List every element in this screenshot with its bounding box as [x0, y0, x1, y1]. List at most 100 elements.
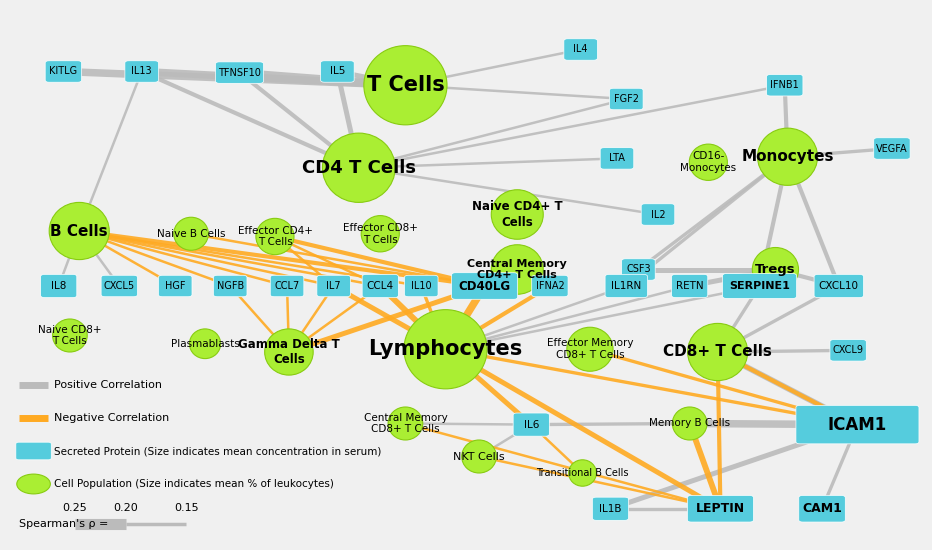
FancyBboxPatch shape: [622, 259, 655, 280]
FancyBboxPatch shape: [722, 273, 797, 299]
Text: HGF: HGF: [165, 281, 185, 291]
Text: NKT Cells: NKT Cells: [453, 452, 505, 461]
FancyBboxPatch shape: [672, 274, 707, 298]
Circle shape: [17, 474, 50, 494]
Text: Plasmablasts: Plasmablasts: [171, 339, 240, 349]
Text: LTA: LTA: [609, 153, 625, 163]
Text: Cell Population (Size indicates mean % of leukocytes): Cell Population (Size indicates mean % o…: [54, 479, 334, 489]
FancyBboxPatch shape: [830, 340, 867, 361]
Text: CAM1: CAM1: [802, 502, 842, 515]
Text: Gamma Delta T
Cells: Gamma Delta T Cells: [238, 338, 340, 366]
Text: Spearman's ρ =: Spearman's ρ =: [19, 519, 108, 529]
FancyBboxPatch shape: [363, 274, 398, 298]
Ellipse shape: [362, 216, 399, 252]
FancyBboxPatch shape: [317, 276, 350, 296]
Text: 0.25: 0.25: [62, 503, 87, 513]
Text: SERPINE1: SERPINE1: [729, 281, 790, 291]
Ellipse shape: [363, 46, 447, 125]
FancyBboxPatch shape: [404, 276, 438, 296]
FancyBboxPatch shape: [766, 75, 803, 96]
Text: RETN: RETN: [676, 281, 704, 291]
Ellipse shape: [752, 248, 799, 292]
Text: CCL4: CCL4: [366, 281, 394, 291]
Text: B Cells: B Cells: [50, 223, 108, 239]
Text: Effector Memory
CD8+ T Cells: Effector Memory CD8+ T Cells: [547, 338, 633, 360]
Text: Effector CD4+
T Cells: Effector CD4+ T Cells: [238, 226, 312, 248]
Text: IL10: IL10: [411, 281, 432, 291]
FancyBboxPatch shape: [125, 61, 158, 82]
Ellipse shape: [52, 319, 88, 352]
FancyBboxPatch shape: [215, 62, 264, 83]
Text: Tregs: Tregs: [755, 263, 796, 276]
Text: 0.20: 0.20: [114, 503, 138, 513]
Ellipse shape: [688, 323, 747, 381]
Text: FGF2: FGF2: [614, 94, 638, 104]
Text: IL13: IL13: [131, 67, 152, 76]
Text: Positive Correlation: Positive Correlation: [54, 380, 162, 390]
Text: Lymphocytes: Lymphocytes: [368, 339, 523, 359]
Ellipse shape: [404, 310, 487, 389]
Ellipse shape: [49, 202, 109, 260]
Text: CD4 T Cells: CD4 T Cells: [302, 159, 416, 177]
Text: Memory B Cells: Memory B Cells: [649, 419, 731, 428]
Text: TFNSF10: TFNSF10: [218, 68, 261, 78]
Text: Negative Correlation: Negative Correlation: [54, 413, 170, 423]
FancyBboxPatch shape: [641, 204, 675, 225]
Text: IFNA2: IFNA2: [536, 281, 564, 291]
Text: IFNB1: IFNB1: [771, 80, 799, 90]
Ellipse shape: [265, 329, 313, 375]
Text: IL6: IL6: [524, 420, 539, 430]
Text: IL2: IL2: [651, 210, 665, 219]
Text: Monocytes: Monocytes: [741, 149, 834, 164]
Ellipse shape: [690, 144, 727, 180]
FancyBboxPatch shape: [605, 274, 648, 298]
Text: IL4: IL4: [573, 45, 588, 54]
FancyBboxPatch shape: [452, 273, 517, 299]
FancyBboxPatch shape: [270, 276, 304, 296]
Ellipse shape: [189, 329, 221, 359]
FancyBboxPatch shape: [321, 61, 354, 82]
FancyBboxPatch shape: [45, 61, 82, 82]
FancyBboxPatch shape: [564, 39, 597, 60]
FancyBboxPatch shape: [688, 496, 753, 522]
Text: Effector CD8+
T Cells: Effector CD8+ T Cells: [343, 223, 418, 245]
Ellipse shape: [567, 327, 613, 371]
Ellipse shape: [491, 245, 543, 294]
FancyBboxPatch shape: [593, 497, 628, 520]
Text: CD40LG: CD40LG: [459, 279, 511, 293]
Text: CXCL5: CXCL5: [103, 281, 135, 291]
Text: Transitional B Cells: Transitional B Cells: [536, 468, 629, 478]
FancyBboxPatch shape: [814, 274, 864, 298]
FancyBboxPatch shape: [874, 138, 910, 159]
FancyBboxPatch shape: [213, 276, 247, 296]
FancyBboxPatch shape: [158, 276, 192, 296]
FancyBboxPatch shape: [600, 148, 634, 169]
Text: CSF3: CSF3: [626, 265, 651, 274]
Ellipse shape: [672, 407, 707, 440]
Ellipse shape: [256, 218, 294, 255]
Text: Naive B Cells: Naive B Cells: [157, 229, 226, 239]
Text: NGFB: NGFB: [216, 281, 244, 291]
FancyBboxPatch shape: [41, 274, 76, 298]
Ellipse shape: [569, 460, 596, 486]
FancyBboxPatch shape: [799, 496, 845, 522]
Text: KITLG: KITLG: [49, 67, 77, 76]
Text: Naive CD8+
T Cells: Naive CD8+ T Cells: [38, 324, 102, 346]
Ellipse shape: [491, 190, 543, 239]
Text: ICAM1: ICAM1: [828, 416, 887, 433]
FancyBboxPatch shape: [101, 276, 138, 296]
Text: Naive CD4+ T
Cells: Naive CD4+ T Cells: [472, 201, 563, 228]
FancyBboxPatch shape: [514, 413, 549, 436]
Text: VEGFA: VEGFA: [876, 144, 908, 153]
Text: IL5: IL5: [330, 67, 345, 76]
Text: T Cells: T Cells: [366, 75, 445, 95]
Ellipse shape: [758, 128, 817, 185]
Text: IL7: IL7: [326, 281, 341, 291]
FancyBboxPatch shape: [610, 89, 643, 109]
Text: CCL7: CCL7: [274, 281, 300, 291]
Text: 0.15: 0.15: [174, 503, 199, 513]
Ellipse shape: [173, 217, 209, 250]
Text: Secreted Protein (Size indicates mean concentration in serum): Secreted Protein (Size indicates mean co…: [54, 446, 381, 456]
Text: CXCL9: CXCL9: [832, 345, 864, 355]
Text: IL1B: IL1B: [599, 504, 622, 514]
